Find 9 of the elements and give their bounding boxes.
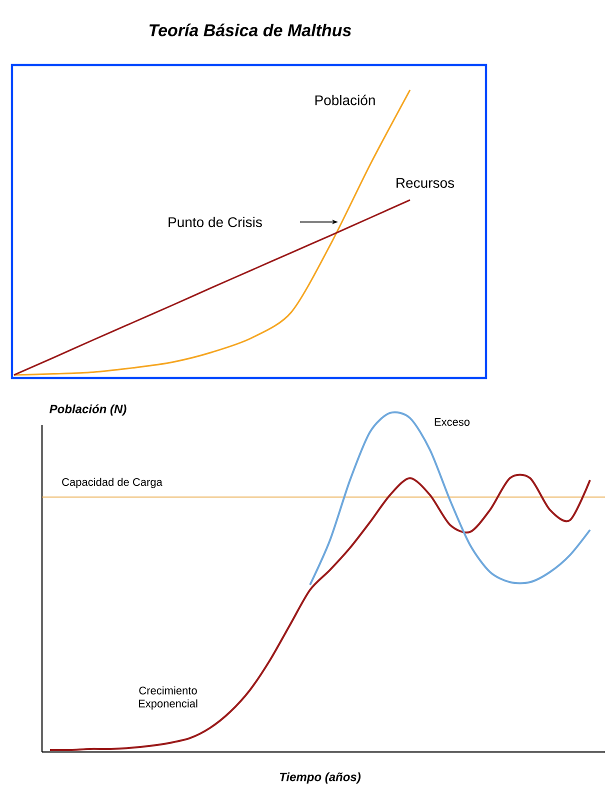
annotation: Crecimiento Exponencial bbox=[138, 686, 198, 710]
series-label: Población bbox=[315, 94, 375, 106]
ref-line-label: Capacidad de Carga bbox=[62, 478, 162, 488]
x-axis-title: Tiempo (años) bbox=[280, 772, 361, 784]
series-label: Exceso bbox=[434, 418, 470, 426]
annotation: Punto de Crisis bbox=[168, 216, 262, 228]
y-axis-title: Población (N) bbox=[50, 404, 126, 416]
chart-title: Teoría Básica de Malthus bbox=[149, 24, 352, 36]
series-label: Recursos bbox=[396, 178, 454, 188]
